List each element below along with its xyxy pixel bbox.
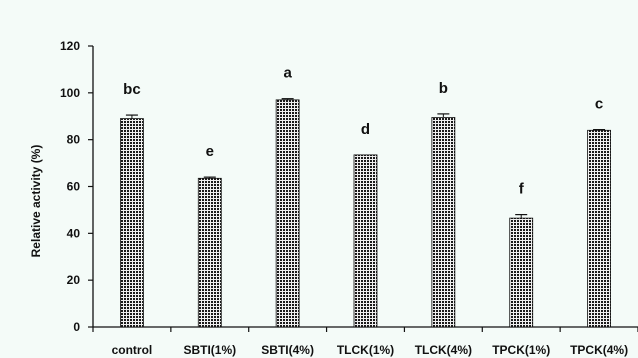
bar: [431, 117, 456, 328]
y-tick-label: 100: [60, 86, 80, 100]
significance-label: e: [206, 143, 214, 160]
x-tick-label: TLCK(1%): [337, 343, 394, 357]
bar: [509, 217, 534, 328]
bar: [353, 154, 378, 328]
significance-label: c: [595, 96, 603, 113]
x-tick-label: SBTI(4%): [261, 343, 314, 357]
axes: 0 20 40 60 80 100 120: [60, 39, 638, 334]
bars: [120, 98, 611, 328]
bar: [275, 99, 300, 328]
x-tick-label: control: [112, 343, 153, 357]
y-tick-label: 120: [60, 39, 80, 53]
significance-label: a: [283, 65, 292, 82]
y-tick-label: 40: [67, 226, 81, 240]
significance-label: d: [361, 121, 370, 138]
x-tick-label: TPCK(1%): [492, 343, 550, 357]
x-tick-label: SBTI(1%): [183, 343, 236, 357]
bar: [197, 177, 222, 328]
x-tick-label: TLCK(4%): [415, 343, 472, 357]
y-tick-label: 0: [73, 320, 80, 334]
y-tick-label: 20: [67, 273, 81, 287]
significance-label: bc: [123, 81, 141, 98]
labels: controlbcSBTI(1%)eSBTI(4%)aTLCK(1%)dTLCK…: [112, 65, 628, 357]
x-tick-label: TPCK(4%): [570, 343, 628, 357]
significance-label: b: [439, 80, 448, 97]
y-tick-label: 80: [67, 133, 81, 147]
bar: [587, 129, 611, 328]
y-tick-label: 60: [67, 180, 81, 194]
bar: [120, 118, 144, 328]
y-axis-title: Relative activity (%): [29, 145, 43, 258]
significance-label: f: [519, 181, 525, 198]
